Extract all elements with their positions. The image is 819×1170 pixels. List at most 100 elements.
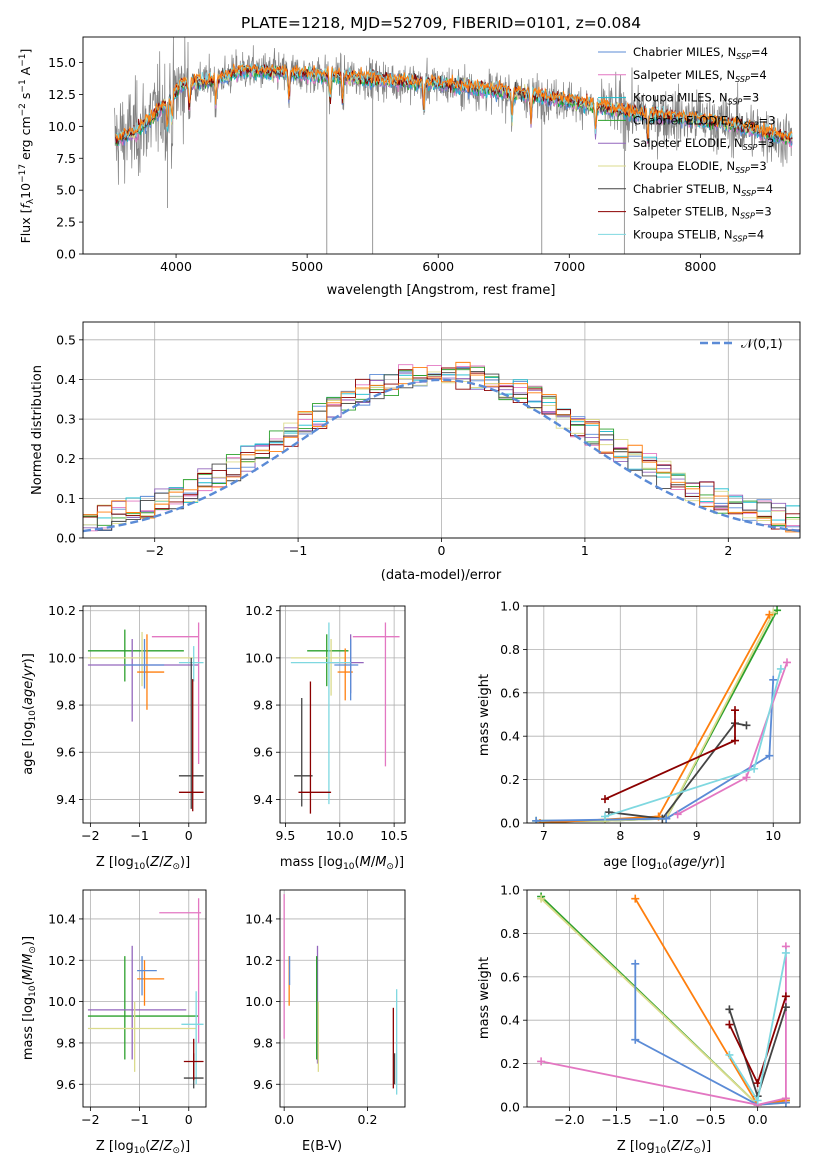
legend-value: =3 <box>757 136 774 150</box>
y-tick-label: 0.5 <box>56 332 76 347</box>
y-tick-label: 7.5 <box>56 151 76 166</box>
plus-marker <box>742 773 751 782</box>
mass-vs-Z-plot-area: −2 −1 0 9.6 9.8 10.0 10.2 10.4 <box>48 889 207 1127</box>
mass-weight-line <box>540 946 787 1106</box>
y-tick-label: 0.2 <box>500 1056 520 1071</box>
y-tick-label: 10.2 <box>245 603 273 618</box>
spectrum-plot-area: 4000 5000 6000 7000 8000 0.0 2.5 5.0 7.5 10.0 12.5… <box>48 36 801 274</box>
y-tick-label: 10.4 <box>48 911 76 926</box>
y-tick-label: 10.0 <box>48 650 76 665</box>
plus-marker <box>537 1057 546 1066</box>
legend-subscript: SSP <box>735 166 750 175</box>
legend-label: Kroupa MILES, NSSP=3 <box>633 91 759 107</box>
plus-marker <box>725 1005 734 1014</box>
y-tick-label: 0.6 <box>500 969 520 984</box>
age-vs-Z-ylabel: age [log10(age/yr)] <box>21 653 38 775</box>
y-tick-label: 10.2 <box>48 953 76 968</box>
x-tick-label: −1 <box>130 828 148 843</box>
x-tick-label: −2 <box>81 828 99 843</box>
x-tick-label: 0 <box>185 1112 193 1127</box>
mass-vs-Z-ylabel: mass [log10(M/M⊙)] <box>21 936 38 1060</box>
massweight-vs-age-plot-area: 7 8 9 10 0.0 0.2 0.4 0.6 0.8 1.0 <box>500 599 801 843</box>
plus-marker <box>673 810 682 819</box>
x-tick-label: 10 <box>765 828 781 843</box>
legend-value: =4 <box>750 68 767 82</box>
legend-subscript: SSP <box>728 98 743 107</box>
mass-weight-line <box>536 612 774 822</box>
spectrum-ylabel: Flux [fλ10−17 erg cm−2 s−1 A−1] <box>18 49 36 244</box>
plus-marker <box>742 721 751 730</box>
y-tick-label: 0.4 <box>500 1013 520 1028</box>
x-tick-label: 5000 <box>291 259 323 274</box>
plus-marker <box>769 675 778 684</box>
plus-marker <box>532 816 541 823</box>
clipped-group <box>290 622 400 814</box>
y-tick-label: 9.4 <box>253 792 273 807</box>
clipped-group <box>537 892 790 1107</box>
y-tick-label: 10.2 <box>245 953 273 968</box>
y-tick-label: 10.0 <box>245 650 273 665</box>
y-tick-label: 0.4 <box>56 372 76 387</box>
figure-title: PLATE=1218, MJD=52709, FIBERID=0101, z=0… <box>241 14 641 32</box>
y-tick-label: 10.4 <box>245 911 273 926</box>
legend-label: 𝒩(0,1) <box>741 336 783 351</box>
age-vs-mass-panel: 9.5 10.0 10.5 9.4 9.6 9.8 10.0 10.2 mass [log10… <box>245 603 408 872</box>
residuals-xlabel: (data-model)/error <box>381 568 502 583</box>
mass-weight-line <box>536 609 778 822</box>
y-tick-label: 0.1 <box>56 491 76 506</box>
y-tick-label: 0.6 <box>500 685 520 700</box>
x-tick-label: −2 <box>81 1112 99 1127</box>
x-tick-label: 0.2 <box>358 1112 378 1127</box>
y-tick-label: 10.0 <box>245 994 273 1009</box>
legend-label: Chabrier ELODIE, NSSP=3 <box>633 113 775 129</box>
plus-marker <box>601 812 609 821</box>
legend-label: Chabrier MILES, NSSP=4 <box>633 45 768 61</box>
massweight-vs-Z-xlabel: Z [log10(Z/Z⊙)] <box>617 1139 711 1156</box>
residuals-panel: −2 −1 0 1 2 0.0 0.1 0.2 0.3 0.4 0.5 𝒩(0,1) (data-mo… <box>30 321 801 583</box>
x-tick-label: 9 <box>693 828 701 843</box>
y-tick-label: 0.0 <box>500 1100 520 1115</box>
age-vs-mass-plot-area: 9.5 10.0 10.5 9.4 9.6 9.8 10.0 10.2 <box>245 603 408 843</box>
y-tick-label: 0.2 <box>500 772 520 787</box>
y-tick-label: 9.6 <box>56 1077 76 1092</box>
y-tick-label: 9.6 <box>56 745 76 760</box>
legend-label: Chabrier STELIB, NSSP=4 <box>633 182 773 198</box>
x-tick-label: 0.0 <box>748 1112 768 1127</box>
plus-marker <box>781 948 790 957</box>
legend-label: Salpeter STELIB, NSSP=3 <box>633 205 772 221</box>
legend-label: Salpeter ELODIE, NSSP=3 <box>633 136 774 152</box>
mass-vs-EBV-panel: 0.0 0.2 9.6 9.8 10.0 10.2 10.4 E(B-V) <box>245 889 406 1154</box>
y-tick-label: 0.0 <box>500 816 520 831</box>
legend-value: =4 <box>747 227 764 241</box>
x-tick-label: 7 <box>540 828 548 843</box>
legend-subscript: SSP <box>744 120 759 129</box>
legend-label: Salpeter MILES, NSSP=4 <box>633 68 767 84</box>
mass-weight-line <box>604 668 782 818</box>
massweight-vs-Z-plot-area: −2.0 −1.5 −1.0 −0.5 0.0 0.0 0.2 0.4 0.6 0.8 1.0 <box>500 883 801 1127</box>
x-tick-label: −2.0 <box>554 1112 584 1127</box>
legend-subscript: SSP <box>741 189 756 198</box>
legend-subscript: SSP <box>743 143 758 152</box>
massweight-vs-Z-panel: −2.0 −1.5 −1.0 −0.5 0.0 0.0 0.2 0.4 0.6 0.8 1.0 Z … <box>477 883 801 1156</box>
legend-value: =3 <box>750 159 767 173</box>
mass-vs-Z-panel: −2 −1 09.69.810.010.210.4 Z [log10(Z/Z⊙)] … <box>21 889 207 1156</box>
y-tick-label: 1.0 <box>500 599 520 614</box>
mass-vs-EBV-xlabel: E(B-V) <box>302 1139 342 1154</box>
plus-marker <box>731 736 739 745</box>
x-tick-label: 2 <box>724 543 732 558</box>
y-tick-label: 9.8 <box>56 1035 76 1050</box>
mass-vs-EBV-plot-area: 0.0 0.2 9.6 9.8 10.0 10.2 10.4 <box>245 889 406 1127</box>
spectrum-xlabel: wavelength [Angstrom, rest frame] <box>327 283 556 298</box>
legend-subscript: SSP <box>740 212 755 221</box>
y-tick-label: 0.3 <box>56 412 76 427</box>
legend-value: =4 <box>751 45 768 59</box>
model-line <box>115 63 793 141</box>
plus-marker <box>631 894 640 903</box>
legend-value: =4 <box>756 182 773 196</box>
plus-marker <box>781 992 790 1001</box>
plus-marker <box>765 751 774 760</box>
axes-frame <box>279 889 406 1108</box>
plus-marker <box>750 764 759 773</box>
plus-marker <box>537 894 546 903</box>
normal-curve <box>83 378 800 533</box>
